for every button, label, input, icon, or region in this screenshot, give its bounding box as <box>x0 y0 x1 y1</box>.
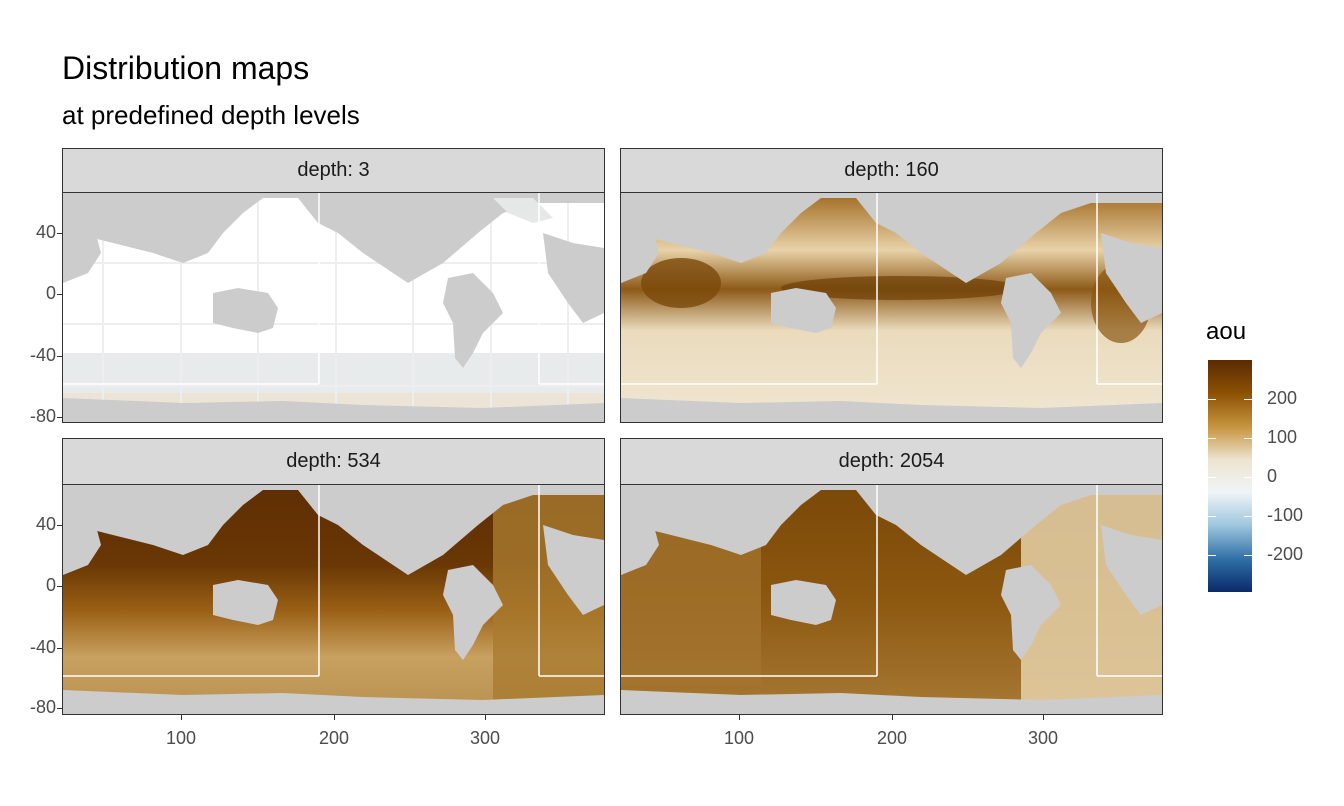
legend-label: 0 <box>1267 466 1278 486</box>
y-tick-mark <box>57 525 62 526</box>
x-tick-mark <box>739 715 740 720</box>
legend-title: aou <box>1206 318 1247 345</box>
facet-label: depth: 534 <box>286 450 381 472</box>
legend-tick <box>1208 399 1216 400</box>
map-panel-depth-2054 <box>620 484 1163 715</box>
facet-strip-depth-160: depth: 160 <box>620 148 1163 193</box>
x-tick-label: 300 <box>469 728 501 748</box>
y-tick-label: 0 <box>45 575 56 595</box>
legend-label: -100 <box>1267 505 1304 525</box>
legend-label: 200 <box>1267 388 1298 408</box>
legend-label: -200 <box>1267 544 1304 564</box>
x-tick-label: 100 <box>723 728 755 748</box>
legend-tick <box>1244 555 1252 556</box>
facet-strip-depth-534: depth: 534 <box>62 438 605 485</box>
legend-tick <box>1244 399 1252 400</box>
y-tick-mark <box>57 294 62 295</box>
legend-tick <box>1244 516 1252 517</box>
legend-label: 100 <box>1267 427 1298 447</box>
chart-title: Distribution maps <box>62 50 310 86</box>
x-tick-mark <box>892 715 893 720</box>
facet-strip-depth-2054: depth: 2054 <box>620 438 1163 485</box>
y-tick-label: -40 <box>29 345 56 365</box>
facet-strip-depth-3: depth: 3 <box>62 148 605 193</box>
y-tick-mark <box>57 648 62 649</box>
facet-label: depth: 160 <box>844 159 939 181</box>
x-tick-mark <box>334 715 335 720</box>
legend-tick <box>1208 438 1216 439</box>
map-panel-depth-534 <box>62 484 605 715</box>
facet-label: depth: 2054 <box>838 450 945 472</box>
legend-tick <box>1244 477 1252 478</box>
map-panel-depth-3 <box>62 192 605 423</box>
y-tick-mark <box>57 708 62 709</box>
legend-colorbar <box>1208 360 1252 592</box>
x-tick-label: 100 <box>165 728 197 748</box>
facet-label: depth: 3 <box>297 159 370 181</box>
y-tick-label: -80 <box>29 406 56 426</box>
y-tick-label: -40 <box>29 637 56 657</box>
map-panel-depth-160 <box>620 192 1163 423</box>
y-tick-label: 0 <box>45 283 56 303</box>
x-tick-mark <box>1043 715 1044 720</box>
y-tick-label: -80 <box>29 697 56 717</box>
legend-tick <box>1208 477 1216 478</box>
y-tick-label: 40 <box>35 222 56 242</box>
legend-tick <box>1208 516 1216 517</box>
y-tick-mark <box>57 417 62 418</box>
x-tick-mark <box>181 715 182 720</box>
y-tick-label: 40 <box>35 514 56 534</box>
legend-tick <box>1208 555 1216 556</box>
x-tick-mark <box>485 715 486 720</box>
legend-tick <box>1244 438 1252 439</box>
x-tick-label: 200 <box>318 728 350 748</box>
y-tick-mark <box>57 233 62 234</box>
x-tick-label: 300 <box>1027 728 1059 748</box>
x-tick-label: 200 <box>876 728 908 748</box>
y-tick-mark <box>57 356 62 357</box>
chart-subtitle: at predefined depth levels <box>62 100 360 130</box>
y-tick-mark <box>57 586 62 587</box>
